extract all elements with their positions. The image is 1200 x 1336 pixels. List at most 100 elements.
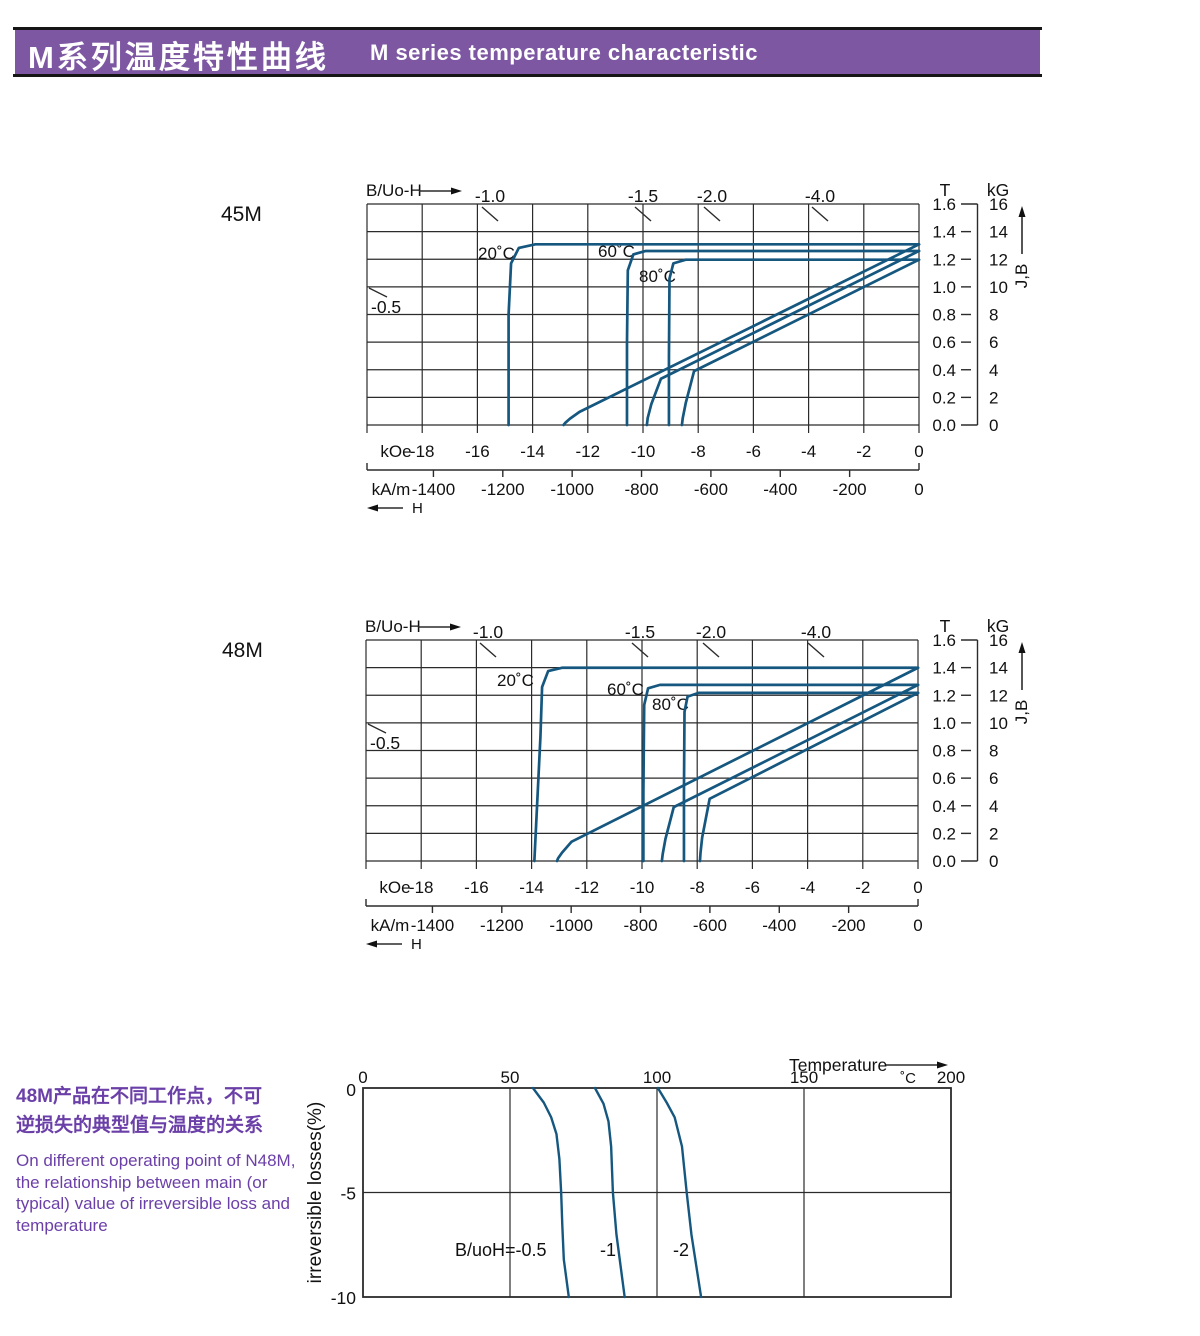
pc-mark-label: -2.0 xyxy=(696,622,726,642)
kam-tick-label: -400 xyxy=(763,480,797,499)
t-tick-label: 0.6 xyxy=(932,333,956,352)
x-tick-label: 0 xyxy=(358,1068,367,1087)
koe-tick-label: -18 xyxy=(410,442,435,461)
loss-curve xyxy=(531,1086,570,1299)
t-tick-label: 0.0 xyxy=(932,852,956,871)
pc-mark-stroke xyxy=(479,642,497,658)
loss-curve-label: B/uoH=-0.5 xyxy=(455,1240,547,1260)
kg-tick-label: 14 xyxy=(989,659,1008,678)
curve-label: 20˚C xyxy=(497,671,534,690)
kam-tick-label: -1200 xyxy=(480,916,523,935)
page-title-zh: M系列温度特性曲线 xyxy=(28,40,329,75)
kg-tick-label: 6 xyxy=(989,333,998,352)
kg-tick-label: 16 xyxy=(989,195,1008,214)
kg-axis-header: kG xyxy=(987,180,1009,200)
koe-tick-label: -10 xyxy=(631,442,656,461)
pc-arrow-head xyxy=(450,623,461,631)
t-tick-label: 0.8 xyxy=(932,306,956,325)
loss-curve-label: -1 xyxy=(600,1240,616,1260)
t-axis-header: T xyxy=(940,616,951,636)
koe-tick-label: -4 xyxy=(801,442,816,461)
kam-tick-label: -200 xyxy=(833,480,867,499)
demag-curve xyxy=(642,683,920,863)
side-note-zh-line1: 48M产品在不同工作点，不可 xyxy=(16,1086,262,1107)
pc-left-mark-stroke xyxy=(368,287,388,298)
t-tick-label: 0.8 xyxy=(932,742,956,761)
t-axis-header: T xyxy=(940,180,951,200)
temp-arrow-head xyxy=(937,1061,948,1069)
koe-tick-label: -12 xyxy=(575,878,600,897)
pc-left-mark-stroke xyxy=(367,723,387,734)
koe-unit-label: kOe xyxy=(379,878,410,897)
t-tick-label: 0.4 xyxy=(932,361,956,380)
h-arrow-head xyxy=(367,504,378,512)
side-note-en-line1: On different operating point of N48M, xyxy=(16,1151,296,1170)
pc-mark-stroke xyxy=(811,206,829,222)
koe-tick-label: -18 xyxy=(409,878,434,897)
pc-mark-label: -1.0 xyxy=(473,622,503,642)
kg-tick-label: 2 xyxy=(989,388,998,407)
pc-mark-label: -1.5 xyxy=(625,622,655,642)
koe-unit-label: kOe xyxy=(380,442,411,461)
h-arrow-head xyxy=(366,940,377,948)
pc-mark-stroke xyxy=(634,206,652,222)
y-axis-title: irreversible losses(%) xyxy=(305,1102,326,1284)
koe-tick-label: -4 xyxy=(800,878,815,897)
y-tick-label: -5 xyxy=(340,1184,356,1204)
x-unit-label: ˚C xyxy=(900,1070,916,1087)
curve-label: 80˚C xyxy=(652,695,689,714)
page-title-en: M series temperature characteristic xyxy=(370,40,759,65)
pc-mark-label: -1.5 xyxy=(628,186,658,206)
x-tick-label: 100 xyxy=(643,1068,671,1087)
kam-tick-label: -800 xyxy=(624,916,658,935)
kg-tick-label: 8 xyxy=(989,306,998,325)
pc-mark-stroke xyxy=(703,206,721,222)
x-tick-label: 50 xyxy=(501,1068,520,1087)
curve-label: 20˚C xyxy=(478,244,515,263)
pc-mark-label: -2.0 xyxy=(697,186,727,206)
t-tick-label: 1.0 xyxy=(932,714,956,733)
header-bar: M系列温度特性曲线 M series temperature character… xyxy=(15,30,1040,75)
koe-tick-label: -14 xyxy=(519,878,544,897)
kam-tick-label: -600 xyxy=(694,480,728,499)
curve-label: 60˚C xyxy=(607,680,644,699)
demag-curve xyxy=(562,242,921,427)
demag-curve xyxy=(625,249,921,427)
pc-arrow-head xyxy=(451,187,462,195)
demag-curve xyxy=(698,691,920,863)
kg-tick-label: 10 xyxy=(989,714,1008,733)
kam-tick-label: -600 xyxy=(693,916,727,935)
loss-curve-label: -2 xyxy=(673,1240,689,1260)
demag-curve xyxy=(680,258,921,427)
t-tick-label: 1.6 xyxy=(932,631,956,650)
pc-mark-stroke xyxy=(631,642,649,658)
jb-arrow-head xyxy=(1018,642,1026,653)
kg-tick-label: 10 xyxy=(989,278,1008,297)
kg-axis-header: kG xyxy=(987,616,1009,636)
koe-tick-label: -6 xyxy=(745,878,760,897)
t-tick-label: 1.2 xyxy=(932,250,956,269)
kg-tick-label: 12 xyxy=(989,250,1008,269)
y-tick-label: -10 xyxy=(331,1288,357,1308)
kam-tick-label: -1000 xyxy=(550,480,593,499)
pc-mark-stroke xyxy=(481,206,499,222)
t-tick-label: 1.4 xyxy=(932,223,956,242)
demag-curve xyxy=(645,249,921,427)
demag-curve xyxy=(660,683,920,863)
t-tick-label: 0.4 xyxy=(932,797,956,816)
koe-tick-label: -2 xyxy=(855,878,870,897)
pc-mark-stroke xyxy=(807,642,825,658)
kam-unit-label: kA/m xyxy=(372,480,411,499)
t-tick-label: 0.0 xyxy=(932,416,956,435)
kam-tick-label: -1000 xyxy=(549,916,592,935)
x-tick-label: 200 xyxy=(937,1068,965,1087)
koe-tick-label: -16 xyxy=(465,442,490,461)
koe-tick-label: -6 xyxy=(746,442,761,461)
kg-tick-label: 14 xyxy=(989,223,1008,242)
kg-tick-label: 4 xyxy=(989,361,998,380)
kam-tick-label: -1400 xyxy=(411,916,454,935)
y-tick-label: 0 xyxy=(346,1080,356,1100)
